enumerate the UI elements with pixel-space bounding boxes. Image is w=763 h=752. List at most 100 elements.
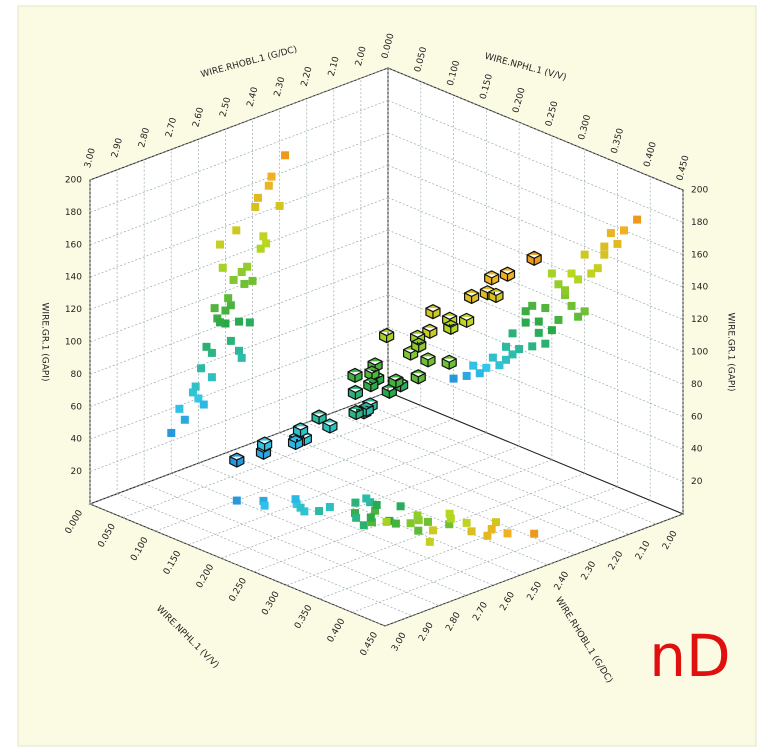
cube-point xyxy=(422,323,438,339)
grid-line xyxy=(89,326,389,440)
floor-projection xyxy=(406,519,415,528)
right-projection xyxy=(593,264,602,273)
z-tick-label: 20 xyxy=(71,467,83,477)
right-projection xyxy=(554,280,563,289)
left-projection xyxy=(216,240,225,249)
grid-line xyxy=(89,132,389,246)
left-projection xyxy=(218,263,227,272)
cube-point xyxy=(410,369,426,385)
cube-point xyxy=(441,354,457,370)
right-projection xyxy=(541,339,550,348)
right-projection xyxy=(547,326,556,335)
z-tick-label: 140 xyxy=(65,273,82,283)
floor-projection xyxy=(259,496,268,505)
left-projection xyxy=(224,294,233,303)
grid-line xyxy=(286,473,585,586)
left-projection xyxy=(207,348,216,357)
grid-line xyxy=(253,459,553,573)
right-projection xyxy=(600,250,609,259)
grid-line xyxy=(306,422,602,545)
annotation: nD xyxy=(649,622,730,690)
right-projection xyxy=(541,304,550,313)
floor-projection xyxy=(315,507,324,516)
left-projection xyxy=(237,268,246,277)
right-projection xyxy=(574,312,583,321)
left-projection xyxy=(262,239,271,248)
right-projection xyxy=(580,307,589,316)
right-projection xyxy=(495,361,504,370)
left-projection xyxy=(253,193,262,202)
floor-projection xyxy=(428,526,437,535)
z-tick-label: 200 xyxy=(691,186,708,196)
floor-projection xyxy=(351,498,360,507)
cube-point xyxy=(379,327,395,344)
floor-projection xyxy=(391,519,400,528)
cube-point xyxy=(420,352,436,368)
z-axis-title: WIRE.GR.1 (GAPI) xyxy=(726,313,736,392)
z-tick-label: 200 xyxy=(65,176,82,186)
left-projection xyxy=(256,244,265,253)
grid-line xyxy=(155,418,454,532)
grid-line xyxy=(89,197,389,310)
left-projection xyxy=(207,373,216,382)
cube-point xyxy=(526,250,542,266)
left-projection xyxy=(221,319,230,328)
floor-projection xyxy=(232,496,241,505)
floor-projection xyxy=(362,494,371,503)
floor-projection xyxy=(382,517,391,526)
floor-projection xyxy=(530,529,539,538)
left-projection xyxy=(243,262,252,271)
floor-projection xyxy=(423,517,432,526)
left-projection xyxy=(210,304,219,313)
cube-point xyxy=(292,422,309,438)
grid-line xyxy=(387,229,684,353)
grid-line xyxy=(387,359,684,482)
cube-point xyxy=(347,367,363,384)
cube-point xyxy=(411,337,427,353)
right-projection xyxy=(574,275,583,284)
right-projection xyxy=(587,269,596,278)
right-projection xyxy=(449,374,458,383)
left-projection xyxy=(191,382,200,391)
right-projection xyxy=(508,329,517,338)
right-projection xyxy=(600,242,609,251)
grid-line xyxy=(89,229,389,343)
grid-line xyxy=(279,432,575,556)
right-projection xyxy=(502,355,510,364)
z-tick-label: 40 xyxy=(691,445,703,455)
right-projection xyxy=(554,315,563,324)
grid-line xyxy=(319,486,618,600)
floor-projection xyxy=(445,509,454,518)
grid-line xyxy=(387,326,684,450)
floor-projection xyxy=(291,495,300,504)
cube-point xyxy=(348,404,364,421)
right-projection xyxy=(620,226,628,235)
left-projection xyxy=(235,317,243,326)
grid-line xyxy=(387,132,684,256)
grid-line xyxy=(116,493,413,617)
right-projection xyxy=(528,342,537,351)
grid-line xyxy=(387,164,684,288)
floor-projection xyxy=(352,513,361,522)
left-projection xyxy=(240,279,249,288)
grid-line xyxy=(387,67,684,191)
cube-point xyxy=(463,288,480,305)
right-projection xyxy=(547,269,556,278)
right-projection xyxy=(521,307,530,316)
left-projection xyxy=(267,172,276,181)
right-projection xyxy=(606,229,615,238)
floor-projection xyxy=(350,509,359,518)
grid-line xyxy=(188,432,487,545)
left-projection xyxy=(281,151,290,160)
cube-point xyxy=(499,266,516,282)
z-tick-label: 160 xyxy=(691,250,708,260)
cube-point xyxy=(257,436,273,452)
floor-projection xyxy=(487,524,496,533)
floor-projection xyxy=(372,500,381,509)
z-tick-label: 140 xyxy=(691,283,708,293)
right-projection xyxy=(561,286,569,295)
floor-projection xyxy=(396,502,405,511)
z-tick-label: 60 xyxy=(71,402,83,412)
z-tick-label: 180 xyxy=(65,208,82,218)
floor-projection xyxy=(414,516,423,525)
